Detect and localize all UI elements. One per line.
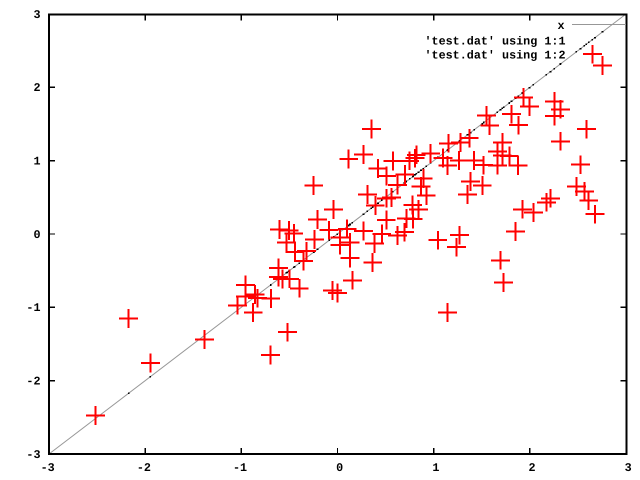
svg-text:'test.dat' using 1:2: 'test.dat' using 1:2 (424, 49, 565, 63)
svg-text:-: - (233, 461, 240, 475)
svg-text:1: 1 (240, 461, 247, 475)
svg-text:0: 0 (336, 461, 343, 475)
svg-text:-: - (41, 461, 48, 475)
svg-text:1: 1 (33, 155, 40, 169)
svg-text:3: 3 (33, 8, 40, 22)
svg-text:3: 3 (625, 461, 632, 475)
svg-text:-1: -1 (26, 301, 40, 315)
svg-text:x: x (557, 19, 564, 33)
svg-text:2: 2 (144, 461, 151, 475)
svg-text:'test.dat' using 1:1: 'test.dat' using 1:1 (424, 34, 565, 48)
svg-text:0: 0 (33, 228, 40, 242)
svg-text:-: - (137, 461, 144, 475)
svg-text:3: 3 (48, 461, 55, 475)
svg-text:2: 2 (528, 461, 535, 475)
svg-text:-2: -2 (26, 375, 40, 389)
svg-text:2: 2 (33, 81, 40, 95)
svg-text:-3: -3 (26, 448, 40, 462)
svg-text:1: 1 (432, 461, 439, 475)
